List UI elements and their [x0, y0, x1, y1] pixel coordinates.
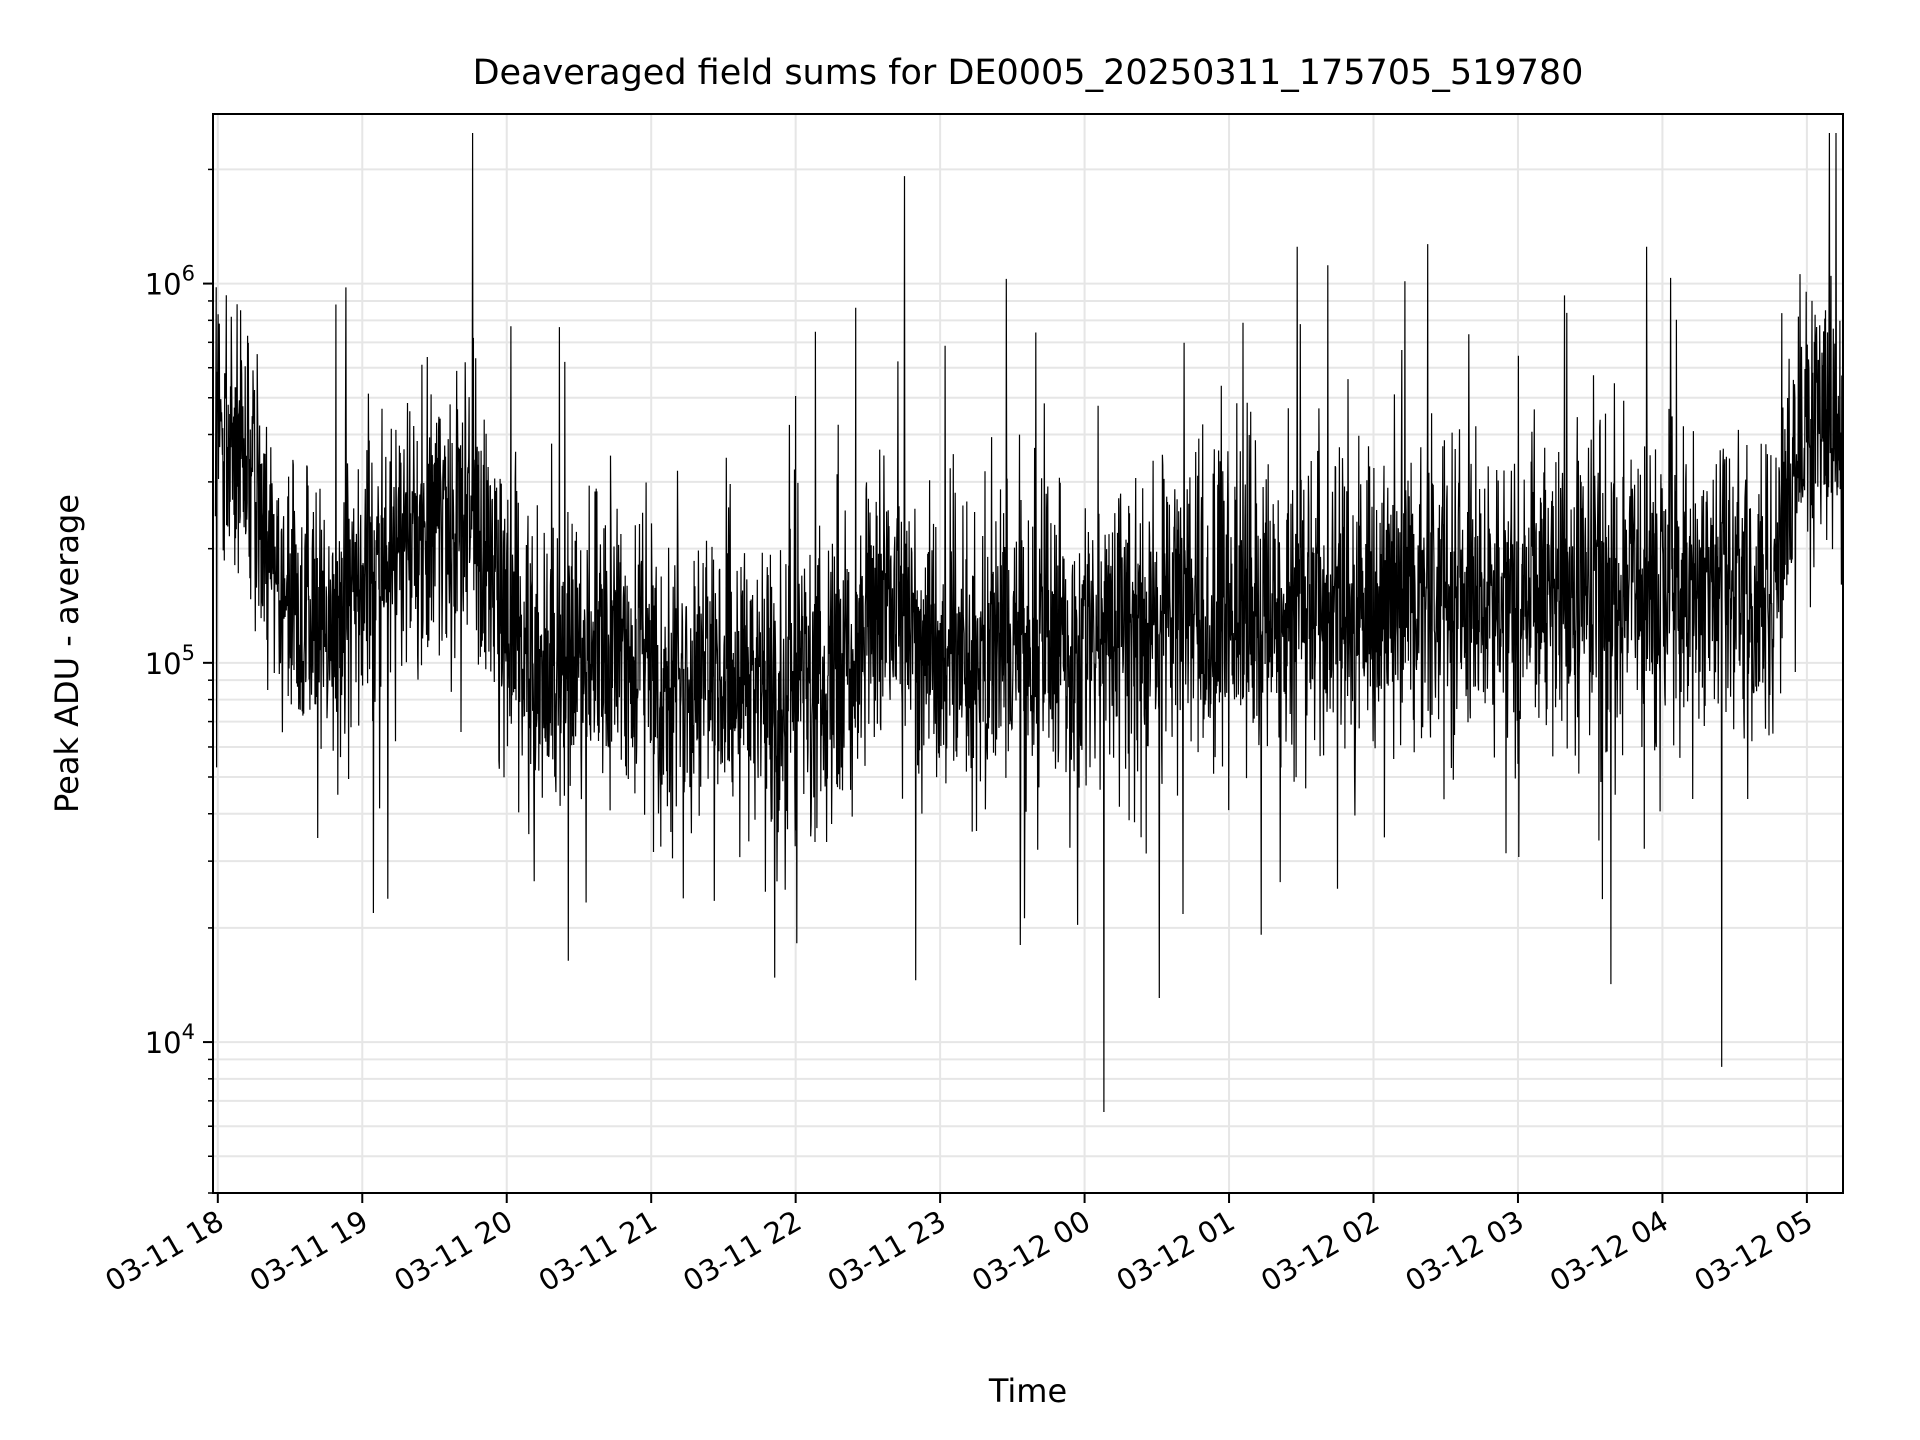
y-tick-label: 104 [145, 1020, 195, 1060]
chart-title: Deaveraged field sums for DE0005_2025031… [473, 53, 1584, 93]
y-tick-base: 10 [145, 268, 182, 302]
y-tick-label: 105 [145, 641, 195, 681]
y-tick-exponent: 5 [182, 641, 195, 665]
y-tick-label: 106 [145, 262, 195, 302]
y-tick-exponent: 6 [182, 262, 195, 286]
series-line [214, 132, 1843, 1113]
series-line-group [214, 132, 1843, 1113]
y-tick-exponent: 4 [182, 1020, 195, 1044]
y-tick-base: 10 [145, 1026, 182, 1060]
y-axis-label: Peak ADU - average [48, 494, 86, 813]
plot-frame [212, 113, 1844, 1194]
y-tick-base: 10 [145, 647, 182, 681]
x-axis-label: Time [988, 1372, 1067, 1410]
